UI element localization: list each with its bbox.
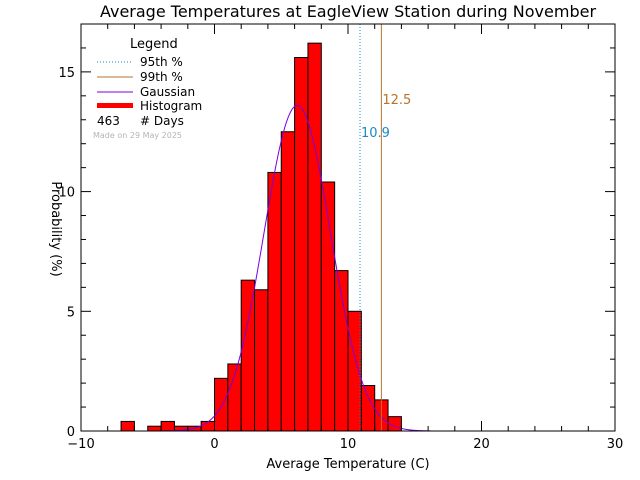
x-axis-label: Average Temperature (C) xyxy=(266,457,429,472)
legend-swatch-histogram xyxy=(97,103,133,108)
histogram-bar-13 xyxy=(307,42,322,432)
legend-title: Legend xyxy=(130,37,178,52)
histogram-bar-1 xyxy=(147,425,162,432)
x-tick-label: −10 xyxy=(67,437,94,452)
chart-title: Average Temperatures at EagleView Statio… xyxy=(100,2,596,21)
y-tick-label: 5 xyxy=(67,305,75,320)
x-tick-label: 30 xyxy=(607,437,624,452)
histogram-bar-17 xyxy=(360,385,376,432)
y-tick-label: 15 xyxy=(58,66,75,81)
legend-days-label: # Days xyxy=(140,114,184,128)
histogram-bar-10 xyxy=(267,171,282,432)
x-tick-label: 10 xyxy=(340,437,357,452)
histogram-bar-16 xyxy=(347,310,362,432)
y-tick-label: 0 xyxy=(67,425,75,440)
legend-label-99th: 99th % xyxy=(140,70,183,84)
legend: Legend 95th % 99th % Gaussian Histogram … xyxy=(93,37,202,140)
histogram-bar-11 xyxy=(280,131,296,432)
legend-label-gaussian: Gaussian xyxy=(140,85,195,99)
legend-label-histogram: Histogram xyxy=(140,99,202,113)
histogram-bar-6 xyxy=(214,377,229,432)
y-tick-label: 10 xyxy=(58,186,75,201)
histogram-bar-12 xyxy=(294,57,309,432)
histogram-bar-0 xyxy=(120,420,135,432)
histogram-bar-2 xyxy=(160,420,175,432)
x-tick-label: 0 xyxy=(210,437,218,452)
y-axis-label: Probability (%) xyxy=(48,181,63,276)
histogram-bar-9 xyxy=(254,289,269,432)
percentile-label-99th: 12.5 xyxy=(382,93,411,108)
x-tick-label: 20 xyxy=(473,437,490,452)
gaussian-curve xyxy=(163,104,431,432)
made-on-note: Made on 29 May 2025 xyxy=(93,131,182,140)
legend-label-95th: 95th % xyxy=(140,55,183,69)
histogram-bar-5 xyxy=(200,420,215,432)
histogram-bar-8 xyxy=(240,279,256,432)
percentile-label-95th: 10.9 xyxy=(361,126,390,141)
legend-days-count: 463 xyxy=(97,114,120,128)
